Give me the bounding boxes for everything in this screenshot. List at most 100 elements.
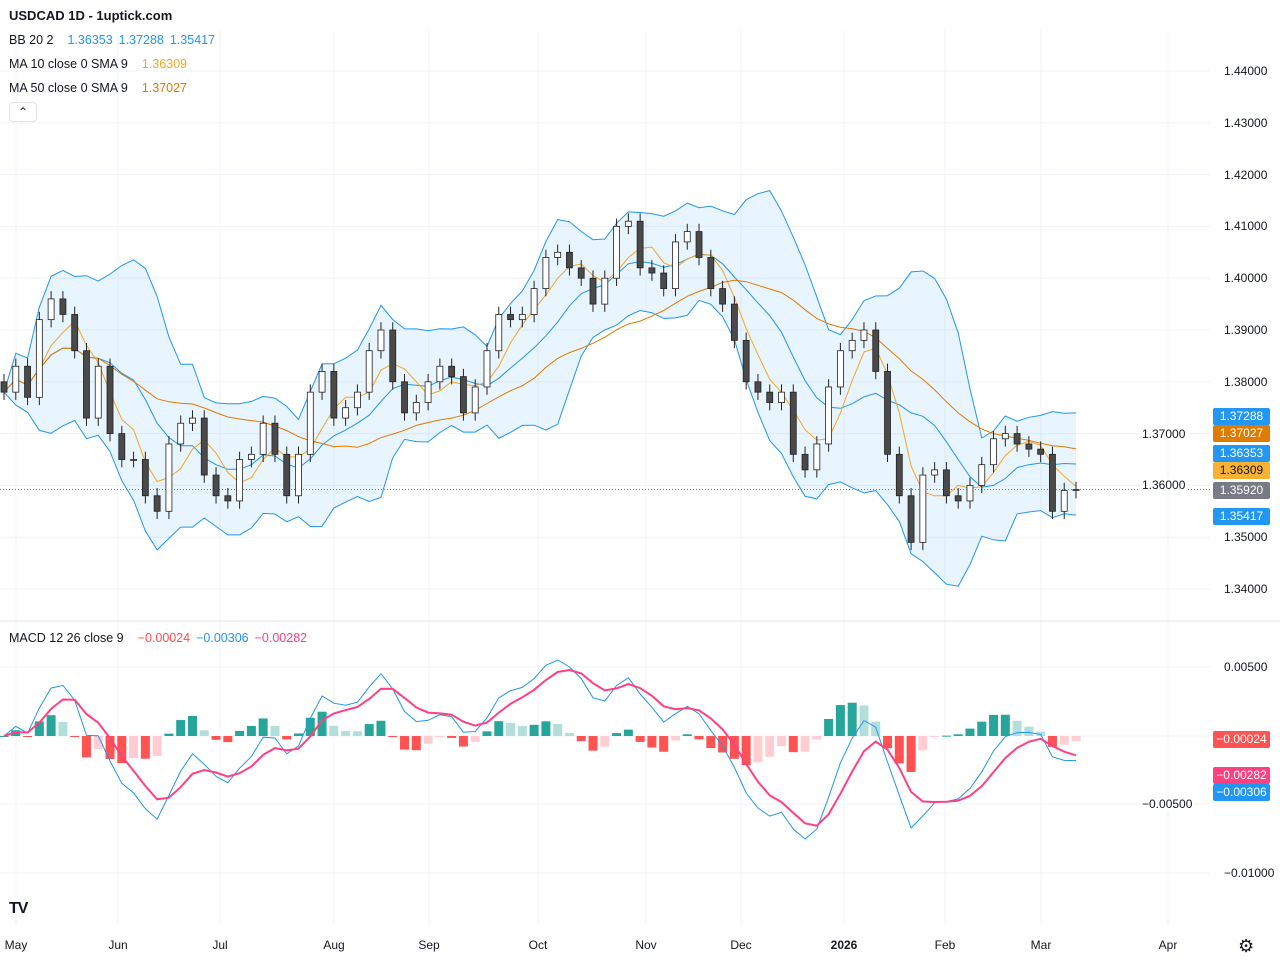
ma50-line [3,279,1077,450]
price-tick: 1.36000 [1140,478,1188,493]
macd-histogram-bar [270,725,280,736]
time-label: Sep [418,938,440,952]
macd-histogram-bar [1071,736,1081,742]
candle-body [483,350,491,388]
ma50-legend[interactable]: MA 50 close 0 SMA 9 1.37027 [9,81,187,95]
macd-histogram-bar [282,736,292,740]
macd-line-value: −0.00306 [196,631,249,645]
macd-histogram-bar [788,736,798,753]
macd-histogram-bar [376,720,386,736]
macd-histogram-bar [58,721,68,736]
candle-body [907,495,915,543]
macd-histogram-bar [564,733,574,736]
macd-histogram-bar [529,724,539,736]
candle-body [0,381,8,393]
candle-body [94,365,102,419]
price-tick: 1.41000 [1224,219,1268,234]
chevron-up-icon: ⌃ [17,105,29,119]
macd-histogram-bar [46,715,56,736]
macd-histogram-bar [741,736,751,766]
candle-body [247,453,255,460]
bb-basis-value: 1.36353 [67,33,113,47]
candle-body [542,257,550,289]
candle-body [141,459,149,497]
candle-body [624,220,632,227]
candle-body [389,329,397,383]
macd-histogram-bar [305,717,315,736]
macd-histogram-bar [258,718,268,736]
candle-body [919,474,927,543]
candle-body [742,339,750,383]
macd-histogram-bar [1000,714,1010,736]
macd-histogram-bar [847,702,857,736]
candle-body [660,272,668,289]
candle-body [224,495,232,502]
macd-line-label: −0.00306 [1213,784,1270,801]
macd-histogram-bar [1024,726,1034,736]
bb-legend[interactable]: BB 20 2 1.36353 1.37288 1.35417 [9,33,215,47]
macd-histogram-bar [812,736,822,740]
bb-lower-line [3,299,1077,587]
time-label: Dec [730,938,752,952]
collapse-legend-button[interactable]: ⌃ [9,102,37,122]
macd-histogram-bar [1059,736,1069,745]
macd-histogram-bar [765,736,775,757]
macd-signal-line [3,668,1077,827]
time-label: Aug [323,938,345,952]
macd-histogram-bar [117,736,127,764]
candle-body [801,453,809,471]
macd-legend[interactable]: MACD 12 26 close 9 −0.00024 −0.00306 −0.002… [9,631,307,645]
macd-histogram-bar [612,733,622,736]
candle-body [83,350,90,419]
candle-body [47,298,55,321]
price-tick: 1.35000 [1224,530,1268,545]
gear-icon[interactable]: ⚙ [1238,936,1255,956]
macd-histogram-bar [494,721,504,736]
tradingview-logo[interactable]: TV [9,900,28,917]
macd-histogram-bar [211,736,221,740]
macd-histogram-bar [588,736,598,751]
macd-histogram-bar [800,736,810,752]
candle-body [613,225,620,279]
candle-body [695,231,703,258]
candle-body [165,443,173,512]
candle-body [589,277,597,305]
bb-upper-line [3,190,1077,439]
macd-tick: −0.01000 [1224,866,1275,880]
macd-histogram-bar [989,714,999,736]
macd-histogram-bar [953,734,963,736]
time-label: Jul [212,938,228,952]
candle-body [12,365,20,393]
ma10-legend[interactable]: MA 10 close 0 SMA 9 1.36309 [9,57,187,71]
macd-histogram-bar [435,736,445,738]
candle-body [778,391,785,403]
bb-basis-line [3,253,1077,488]
macd-histogram-bar [176,720,186,736]
macd-histogram-bar [352,731,362,736]
candle-body [978,464,986,486]
macd-hist-value: −0.00024 [137,631,191,645]
candle-body [71,314,79,352]
macd-histogram-bar [824,719,834,736]
candle-body [966,484,974,502]
macd-histogram-bar [235,730,245,736]
bb-upper-value: 1.37288 [118,33,164,47]
candle-body [1013,433,1021,445]
macd-histogram-bar [623,729,633,736]
candle-body [730,303,738,341]
macd-histogram-bar [470,736,480,742]
candle-body [813,443,821,471]
candle-body [895,453,903,497]
macd-histogram-bar [835,705,845,736]
macd-histogram-bar [576,736,586,742]
macd-histogram-bar [317,711,327,736]
ma10-price-label: 1.36309 [1213,462,1270,479]
candle-body [35,319,43,398]
candle-body [177,422,185,445]
candle-body [106,365,114,435]
macd-histogram-bar [152,736,162,756]
candle-body [507,314,514,321]
candle-body [189,417,196,424]
macd-histogram-bar [941,735,951,737]
